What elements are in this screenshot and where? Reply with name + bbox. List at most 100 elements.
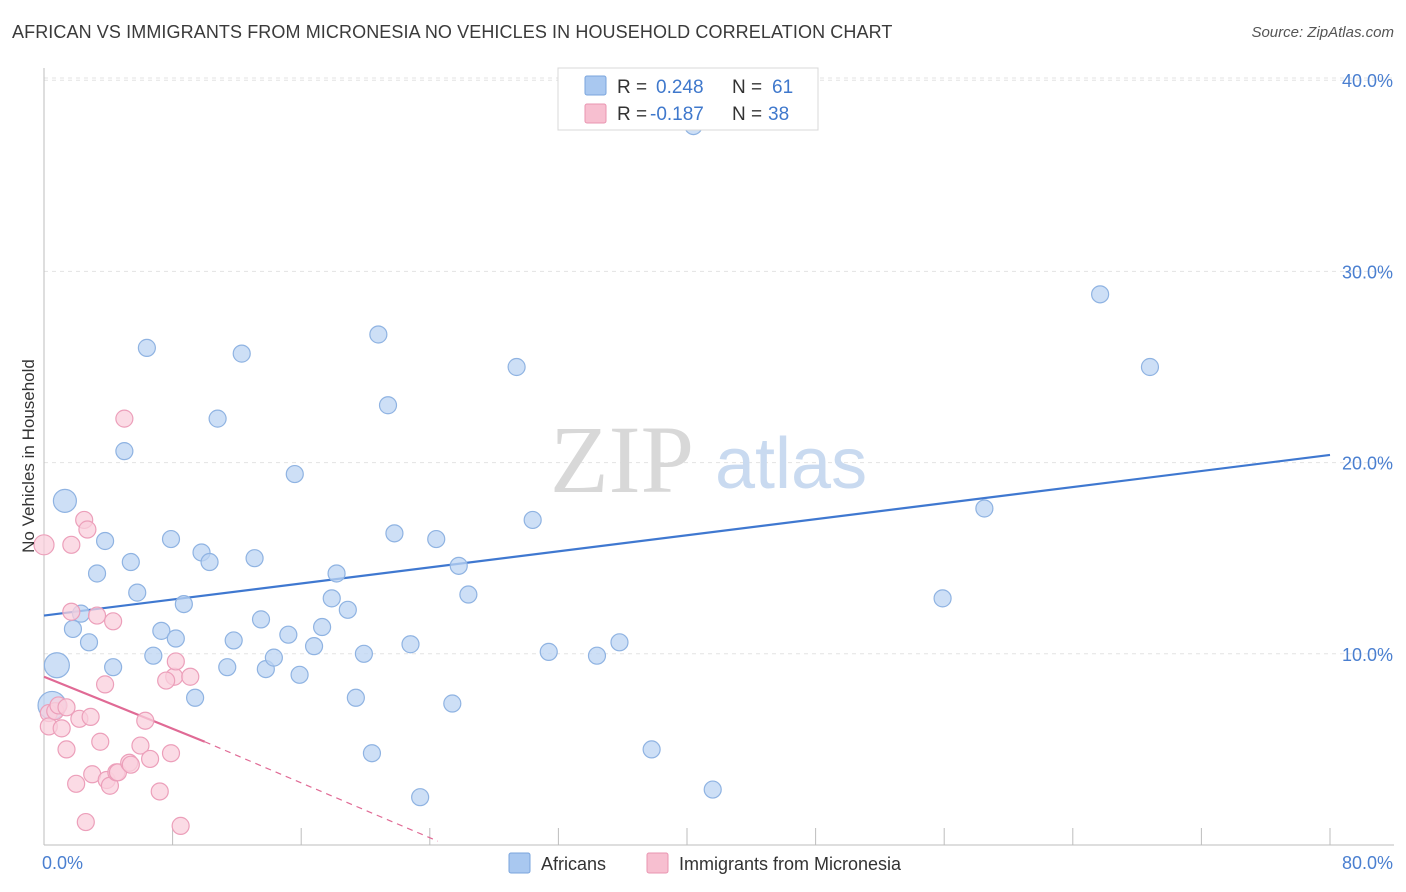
point-africans-28 bbox=[264, 648, 283, 667]
point-micronesia-25 bbox=[115, 409, 134, 428]
point-africans-32 bbox=[304, 637, 324, 656]
point-africans-45 bbox=[427, 529, 446, 549]
point-africans-18 bbox=[186, 688, 205, 707]
point-africans-36 bbox=[338, 600, 357, 619]
axes bbox=[43, 68, 1394, 846]
point-africans-56 bbox=[703, 780, 722, 799]
legend-swatch-africans bbox=[584, 75, 607, 96]
point-africans-1 bbox=[43, 652, 70, 679]
point-micronesia-29 bbox=[136, 711, 155, 730]
point-africans-7 bbox=[95, 531, 115, 551]
legend-r-value-1: 0.248 bbox=[656, 77, 704, 98]
point-micronesia-22 bbox=[104, 612, 123, 631]
point-africans-41 bbox=[378, 396, 398, 415]
trend-line-micronesia bbox=[43, 675, 206, 743]
legend-swatch-micronesia bbox=[584, 103, 607, 124]
watermark: ZIP atlas bbox=[550, 406, 867, 513]
point-micronesia-37 bbox=[157, 671, 176, 690]
point-africans-29 bbox=[279, 625, 298, 644]
point-africans-33 bbox=[312, 617, 332, 637]
point-africans-5 bbox=[79, 633, 99, 652]
point-micronesia-34 bbox=[166, 652, 185, 671]
point-africans-49 bbox=[507, 357, 526, 377]
point-micronesia-27 bbox=[121, 755, 140, 774]
y-tick-labels: 10.0% 20.0% 30.0% 40.0% bbox=[1342, 71, 1393, 665]
trend-line-micronesia-extension bbox=[204, 741, 439, 842]
point-africans-58 bbox=[975, 499, 994, 518]
point-africans-50 bbox=[523, 510, 542, 530]
y-axis-title: No Vehicles in Household bbox=[19, 359, 38, 553]
legend-n-label-1: N = bbox=[732, 77, 762, 98]
legend-bottom-swatch-micronesia bbox=[646, 852, 669, 874]
point-africans-25 bbox=[245, 549, 264, 568]
point-africans-57 bbox=[933, 589, 952, 608]
point-africans-34 bbox=[322, 589, 341, 608]
point-africans-13 bbox=[144, 646, 163, 665]
point-micronesia-10 bbox=[67, 774, 86, 793]
x-tick-label-max: 80.0% bbox=[1342, 853, 1393, 873]
point-africans-8 bbox=[104, 658, 123, 677]
point-micronesia-5 bbox=[52, 719, 71, 738]
point-africans-44 bbox=[411, 788, 430, 807]
point-micronesia-14 bbox=[78, 520, 97, 539]
point-africans-20 bbox=[200, 552, 219, 572]
point-africans-47 bbox=[449, 556, 468, 575]
point-micronesia-19 bbox=[95, 675, 115, 694]
point-africans-23 bbox=[224, 631, 243, 650]
point-africans-6 bbox=[87, 564, 107, 583]
point-africans-15 bbox=[161, 529, 181, 549]
point-micronesia-15 bbox=[81, 707, 100, 726]
point-micronesia-7 bbox=[57, 740, 76, 759]
point-micronesia-9 bbox=[62, 602, 81, 621]
legend-r-label-1: R = bbox=[617, 77, 647, 98]
point-micronesia-36 bbox=[181, 667, 200, 686]
point-africans-40 bbox=[369, 325, 388, 344]
legend-top: R = 0.248 N = 61 R = -0.187 N = 38 bbox=[557, 67, 819, 131]
point-africans-12 bbox=[137, 338, 156, 357]
point-africans-48 bbox=[459, 585, 478, 604]
point-africans-9 bbox=[115, 442, 134, 461]
point-micronesia-35 bbox=[171, 816, 190, 835]
point-africans-26 bbox=[251, 610, 271, 629]
chart-source: Source: ZipAtlas.com bbox=[1251, 24, 1394, 41]
y-tick-label-40: 40.0% bbox=[1342, 71, 1393, 91]
chart-title: AFRICAN VS IMMIGRANTS FROM MICRONESIA NO… bbox=[12, 22, 893, 42]
trend-line-africans bbox=[43, 453, 1331, 617]
point-africans-30 bbox=[285, 464, 304, 484]
legend-n-label-2: N = bbox=[732, 104, 762, 125]
grid-lines bbox=[44, 77, 1394, 655]
legend-bottom-label-micronesia: Immigrants from Micronesia bbox=[679, 854, 902, 874]
point-africans-51 bbox=[539, 642, 558, 661]
point-africans-4 bbox=[63, 619, 83, 639]
point-africans-46 bbox=[443, 694, 462, 713]
point-micronesia-30 bbox=[140, 749, 160, 769]
point-micronesia-18 bbox=[91, 732, 110, 751]
trend-lines bbox=[43, 453, 1331, 842]
watermark-atlas: atlas bbox=[715, 424, 867, 504]
point-micronesia-0 bbox=[33, 534, 55, 556]
point-africans-38 bbox=[354, 644, 373, 663]
point-africans-17 bbox=[174, 594, 193, 614]
point-micronesia-8 bbox=[62, 535, 81, 554]
point-micronesia-28 bbox=[131, 736, 150, 755]
point-africans-52 bbox=[587, 646, 607, 665]
legend-r-value-2: -0.187 bbox=[650, 104, 704, 125]
point-micronesia-6 bbox=[57, 698, 76, 717]
point-africans-16 bbox=[166, 629, 185, 648]
point-africans-14 bbox=[152, 621, 171, 640]
point-africans-24 bbox=[232, 344, 251, 363]
point-africans-42 bbox=[385, 524, 404, 543]
point-africans-11 bbox=[128, 583, 147, 602]
point-africans-35 bbox=[327, 564, 346, 583]
legend-n-value-2: 38 bbox=[768, 104, 789, 125]
point-micronesia-17 bbox=[87, 606, 107, 625]
legend-r-label-2: R = bbox=[617, 104, 647, 125]
point-africans-0 bbox=[52, 488, 77, 513]
x-tick-label-min: 0.0% bbox=[42, 853, 83, 873]
y-tick-label-10: 10.0% bbox=[1342, 645, 1393, 665]
point-africans-31 bbox=[290, 665, 309, 684]
point-africans-60 bbox=[1140, 357, 1160, 377]
y-tick-label-30: 30.0% bbox=[1342, 262, 1393, 282]
point-africans-54 bbox=[642, 740, 661, 759]
